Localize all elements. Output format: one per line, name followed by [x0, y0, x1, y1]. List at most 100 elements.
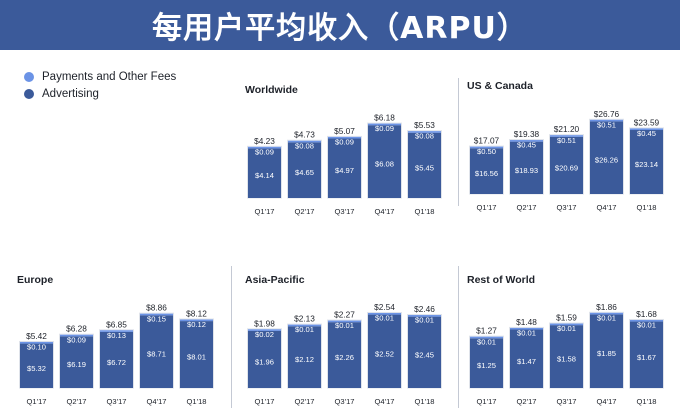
- data-label-total: $2.13: [294, 314, 315, 324]
- data-label-advertising: $26.26: [595, 156, 618, 165]
- bar-advertising: [328, 138, 361, 198]
- bar-advertising: [408, 132, 441, 198]
- data-label-total: $26.76: [594, 109, 620, 119]
- data-label-advertising: $5.32: [27, 364, 46, 373]
- data-label-total: $19.38: [514, 129, 540, 139]
- panel-divider: [458, 78, 459, 206]
- bar-payments: [630, 319, 663, 322]
- x-tick-label: Q1'18: [636, 397, 656, 406]
- data-label-total: $8.12: [186, 308, 207, 318]
- bar-advertising: [550, 325, 583, 388]
- data-label-payments: $0.12: [187, 320, 206, 329]
- data-label-advertising: $20.69: [555, 163, 578, 172]
- bar-advertising: [248, 330, 281, 388]
- data-label-advertising: $1.25: [477, 361, 496, 370]
- bar-payments: [288, 140, 321, 143]
- panel-divider: [231, 266, 232, 408]
- x-tick-label: Q1'17: [254, 397, 274, 406]
- chart-title: Rest of World: [467, 274, 535, 286]
- x-tick-label: Q4'17: [146, 397, 166, 406]
- data-label-payments: $0.01: [415, 316, 434, 325]
- x-tick-label: Q2'17: [294, 207, 314, 216]
- data-label-advertising: $4.14: [255, 171, 274, 180]
- data-label-payments: $0.45: [637, 129, 656, 138]
- data-label-total: $5.53: [414, 120, 435, 130]
- bar-advertising: [590, 121, 623, 194]
- data-label-payments: $0.50: [477, 147, 496, 156]
- bar-payments: [248, 146, 281, 149]
- bar-payments: [590, 312, 623, 315]
- bar-payments: [368, 312, 401, 315]
- data-label-payments: $0.01: [557, 324, 576, 333]
- bar-payments: [408, 315, 441, 317]
- data-label-total: $21.20: [554, 124, 580, 134]
- x-tick-label: Q1'18: [414, 397, 434, 406]
- bar-payments: [630, 128, 663, 131]
- bar-advertising: [630, 130, 663, 194]
- chart-svg: Asia-Pacific$1.98$0.02$1.96Q1'17$2.13$0.…: [245, 274, 442, 406]
- data-label-advertising: $6.72: [107, 358, 126, 367]
- data-label-advertising: $1.85: [597, 349, 616, 358]
- data-label-payments: $0.45: [517, 141, 536, 150]
- data-label-payments: $0.02: [255, 330, 274, 339]
- bar-advertising: [470, 148, 503, 194]
- legend-label-payments: Payments and Other Fees: [42, 70, 177, 83]
- chart-title: Worldwide: [245, 84, 298, 96]
- bar-advertising: [470, 338, 503, 388]
- bar-payments: [140, 313, 173, 316]
- x-tick-label: Q4'17: [596, 203, 616, 212]
- bar-payments: [550, 323, 583, 326]
- bar-advertising: [368, 314, 401, 388]
- data-label-total: $1.68: [636, 309, 657, 319]
- data-label-total: $4.73: [294, 130, 315, 140]
- data-label-advertising: $1.67: [637, 353, 656, 362]
- data-label-advertising: $6.19: [67, 360, 86, 369]
- data-label-advertising: $16.56: [475, 169, 498, 178]
- bar-payments: [248, 329, 281, 331]
- chart-panel-europe: Europe $5.42 $0.10 $5.32 Q1'17 $6.28 $0.09 $6.1…: [10, 268, 230, 418]
- bar-advertising: [100, 331, 133, 388]
- data-label-total: $5.42: [26, 331, 47, 341]
- data-label-advertising: $8.01: [187, 353, 206, 362]
- bar-advertising: [180, 321, 213, 388]
- bar-advertising: [248, 148, 281, 198]
- data-label-total: $1.86: [596, 302, 617, 312]
- bar-advertising: [590, 314, 623, 388]
- data-label-advertising: $4.97: [335, 166, 354, 175]
- x-tick-label: Q1'18: [186, 397, 206, 406]
- chart-svg: Worldwide$4.23$0.09$4.14Q1'17$4.73$0.08$…: [245, 84, 442, 216]
- x-tick-label: Q4'17: [374, 397, 394, 406]
- data-label-total: $1.48: [516, 317, 537, 327]
- bar-payments: [590, 119, 623, 122]
- chart-panel-asia-pacific: Asia-Pacific $1.98 $0.02 $1.96 Q1'17 $2.13 $0.…: [238, 268, 458, 418]
- legend: Payments and Other Fees Advertising: [24, 68, 176, 102]
- legend-swatch-payments: [24, 71, 34, 82]
- data-label-total: $1.98: [254, 318, 275, 328]
- x-tick-label: Q1'17: [254, 207, 274, 216]
- bar-payments: [470, 146, 503, 149]
- chart-panel-us-canada: US & Canada $17.07 $0.50 $16.56 Q1'17 $19.38 $…: [460, 74, 680, 224]
- data-label-payments: $0.51: [597, 120, 616, 129]
- bar-advertising: [510, 141, 543, 194]
- data-label-total: $17.07: [474, 136, 500, 146]
- bar-advertising: [510, 329, 543, 388]
- data-label-total: $2.27: [334, 310, 355, 320]
- x-tick-label: Q3'17: [334, 207, 354, 216]
- bar-payments: [180, 319, 213, 322]
- panel-divider: [458, 266, 459, 408]
- data-label-advertising: $23.14: [635, 160, 658, 169]
- x-tick-label: Q1'18: [414, 207, 434, 216]
- x-tick-label: Q2'17: [294, 397, 314, 406]
- data-label-payments: $0.09: [375, 124, 394, 133]
- x-tick-label: Q4'17: [596, 397, 616, 406]
- bar-advertising: [408, 316, 441, 388]
- data-label-payments: $0.08: [295, 141, 314, 150]
- bar-payments: [100, 330, 133, 332]
- data-label-advertising: $2.12: [295, 355, 314, 364]
- data-label-advertising: $1.47: [517, 357, 536, 366]
- x-tick-label: Q3'17: [106, 397, 126, 406]
- data-label-payments: $0.15: [147, 314, 166, 323]
- data-label-payments: $0.01: [517, 329, 536, 338]
- chart-svg: Rest of World$1.27$0.01$1.25Q1'17$1.48$0…: [467, 274, 664, 406]
- bar-advertising: [288, 326, 321, 388]
